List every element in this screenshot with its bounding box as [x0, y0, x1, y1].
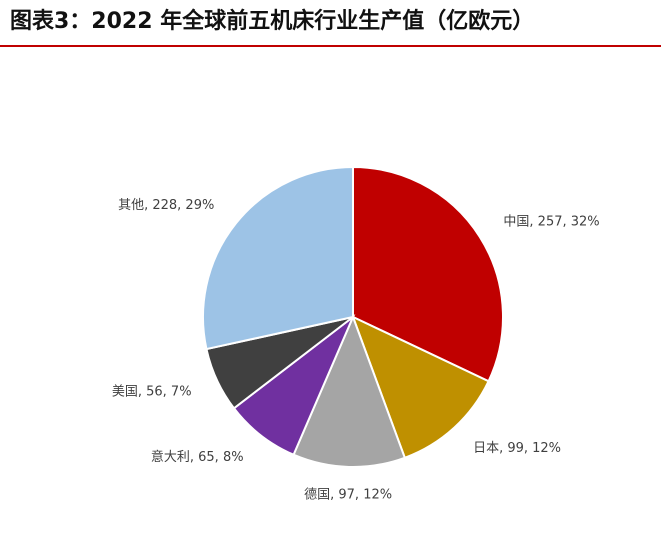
data-label: 德国, 97, 12%	[304, 487, 392, 502]
data-label: 中国, 257, 32%	[503, 214, 599, 229]
data-label: 意大利, 65, 8%	[151, 449, 244, 465]
pie-slice	[352, 165, 504, 383]
pie-slice	[351, 315, 490, 460]
chart-title: 图表3：2022 年全球前五机床行业生产值（亿欧元）	[10, 8, 534, 34]
data-label: 其他, 228, 29%	[118, 198, 214, 213]
data-label: 美国, 56, 7%	[112, 384, 192, 399]
pie-slice	[202, 165, 354, 351]
data-label: 日本, 99, 12%	[473, 441, 561, 456]
pie-slice	[292, 314, 407, 468]
